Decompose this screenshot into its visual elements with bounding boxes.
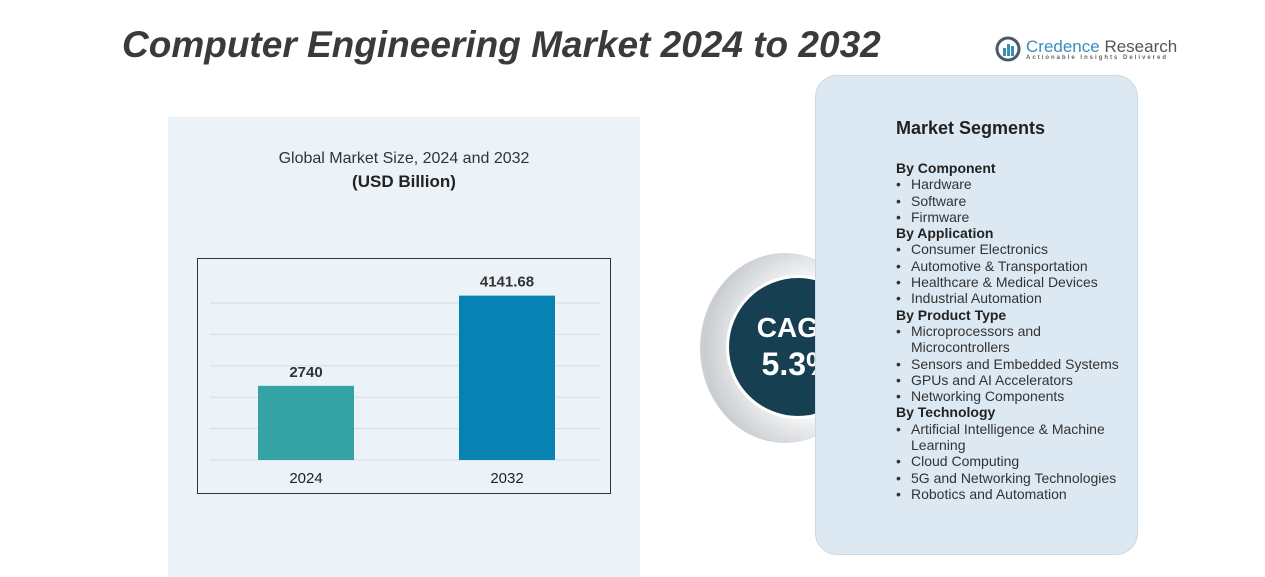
chart-title: Global Market Size, 2024 and 2032 — [278, 150, 530, 167]
segment-item: Cloud Computing — [896, 453, 1136, 470]
segments-title: Market Segments — [896, 118, 1046, 138]
segment-item: Software — [896, 193, 1136, 210]
segment-group-title: By Application — [896, 225, 994, 242]
data-label: 2740 — [289, 364, 322, 381]
x-tick-label: 2032 — [490, 470, 523, 487]
segment-item: Microprocessors and Microcontrollers — [896, 323, 1136, 356]
page-title: Computer Engineering Market 2024 to 2032 — [122, 24, 881, 65]
segment-group-title: By Product Type — [896, 306, 1007, 323]
segments-panel: Market Segments By ComponentHardwareSoft… — [815, 75, 1138, 555]
segment-item: GPUs and AI Accelerators — [896, 372, 1136, 389]
logo: Credence Research Actionable Insights De… — [995, 36, 1177, 62]
x-tick-label: 2024 — [289, 470, 322, 487]
bar-2024 — [258, 385, 354, 460]
bar-chart: 2740 2024 4141.68 2032 — [197, 258, 611, 494]
segment-item: Automotive & Transportation — [896, 258, 1136, 275]
segment-item: 5G and Networking Technologies — [896, 470, 1136, 487]
segment-item: Robotics and Automation — [896, 486, 1136, 503]
segment-item: Sensors and Embedded Systems — [896, 356, 1136, 373]
chart-subtitle: (USD Billion) — [352, 172, 456, 191]
data-label: 4141.68 — [480, 274, 534, 291]
segment-group-title: By Technology — [896, 404, 996, 421]
segment-item: Hardware — [896, 176, 1136, 193]
bar-2032 — [459, 295, 555, 460]
logo-tagline: Actionable Insights Delivered — [1026, 54, 1169, 61]
segment-group-title: By Component — [896, 160, 996, 176]
segment-item: Healthcare & Medical Devices — [896, 274, 1136, 291]
segment-item: Artificial Intelligence & Machine Learni… — [896, 421, 1136, 454]
logo-name-1: Credence — [1026, 36, 1100, 56]
segments-list: By ComponentHardwareSoftwareFirmwareBy A… — [896, 160, 1136, 503]
segment-item: Consumer Electronics — [896, 241, 1136, 258]
bar-chart-logo-icon — [995, 36, 1021, 62]
segment-item: Networking Components — [896, 388, 1136, 405]
logo-name-2: Research — [1104, 36, 1178, 56]
chart-panel: Global Market Size, 2024 and 2032 (USD B… — [168, 117, 640, 577]
segment-item: Firmware — [896, 209, 1136, 226]
segment-item: Industrial Automation — [896, 290, 1136, 307]
